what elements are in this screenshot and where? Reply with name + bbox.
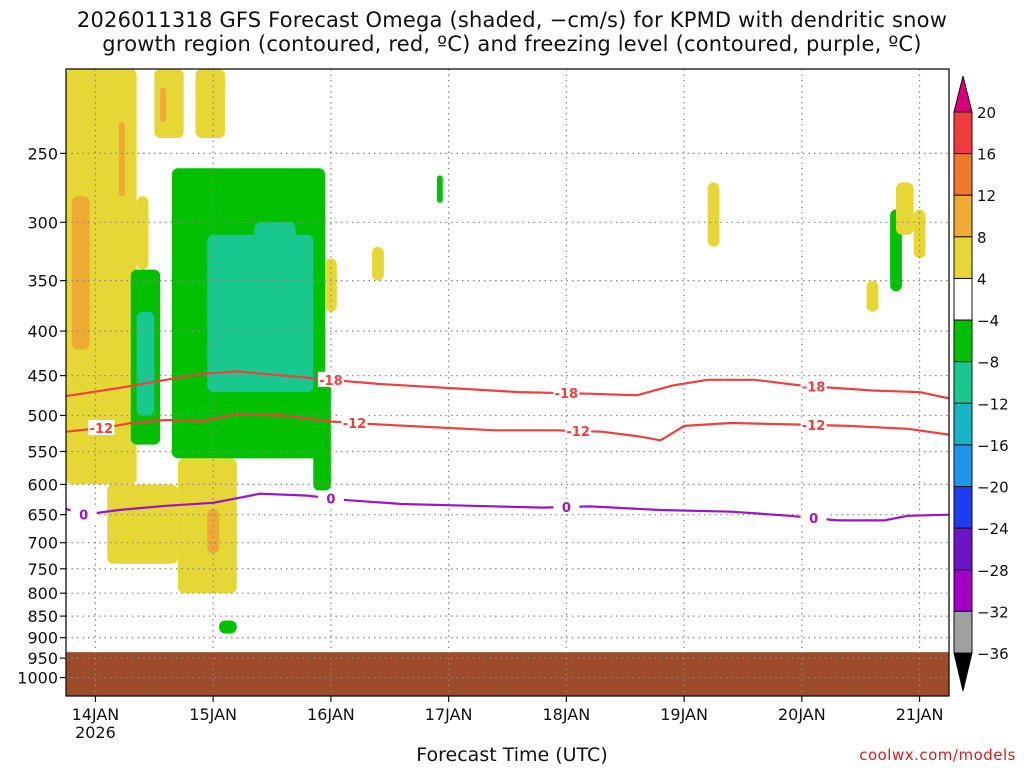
chart-title-line2: growth region (contoured, red, ºC) and f… <box>102 32 922 56</box>
colorbar-label-2: 12 <box>977 187 996 205</box>
omega-shading <box>66 69 926 634</box>
y-tick-label-700: 700 <box>27 534 58 553</box>
y-tick-label-850: 850 <box>27 607 58 626</box>
y-tick-label-900: 900 <box>27 629 58 648</box>
colorbar-label-8: −16 <box>977 437 1009 455</box>
colorbar-box-1 <box>953 153 973 196</box>
colorbar-label-4: 4 <box>977 270 987 288</box>
x-tick-sublabel-14JAN: 2026 <box>75 723 116 742</box>
colorbar-box-3 <box>953 236 973 279</box>
contour-label--12-0: -12 <box>90 422 114 437</box>
x-tick-label-14JAN: 14JAN <box>72 705 120 724</box>
colorbar-box-12 <box>953 610 973 654</box>
omega-region-13 <box>313 383 331 491</box>
source-credit[interactable]: coolwx.com/models <box>859 746 1016 764</box>
colorbar: 20 16 12 8 4 −4 −8 −12 −16 −20 −24 −28 −32 −36 <box>953 75 1009 692</box>
omega-region-5 <box>154 69 184 138</box>
colorbar-label-0: 20 <box>977 104 996 122</box>
colorbar-label-12: −32 <box>977 603 1009 621</box>
y-tick-label-250: 250 <box>27 144 58 163</box>
contour-label--12-2: -12 <box>566 425 590 440</box>
contour-label--18-1: -18 <box>555 387 579 402</box>
y-tick-label-400: 400 <box>27 322 58 341</box>
chart-title-line1: 2026011318 GFS Forecast Omega (shaded, −… <box>76 8 948 32</box>
x-tick-label-18JAN: 18JAN <box>543 705 591 724</box>
contours: -18 -18 -18 -12 -12 -12 -12 0 0 0 0 <box>66 370 949 527</box>
contour-label-0-0: 0 <box>79 509 88 524</box>
y-axis: 250 300 350 400 450 500 550 600 650 700 750 800 850 9… <box>17 144 66 688</box>
colorbar-box-7 <box>953 402 973 446</box>
grid <box>66 69 949 696</box>
colorbar-label-13: −36 <box>977 645 1009 663</box>
omega-region-21 <box>707 182 720 247</box>
x-tick-label-20JAN: 20JAN <box>778 705 826 724</box>
omega-region-6 <box>160 87 167 122</box>
colorbar-box-6 <box>953 361 973 404</box>
x-tick-label-19JAN: 19JAN <box>660 705 708 724</box>
contour-label--18-2: -18 <box>802 380 826 395</box>
contour-label--18-0: -18 <box>319 374 343 389</box>
colorbar-box-5 <box>953 319 973 363</box>
colorbar-label-5: −4 <box>977 312 999 330</box>
x-tick-label-21JAN: 21JAN <box>896 705 944 724</box>
y-tick-label-350: 350 <box>27 272 58 291</box>
contour-0 <box>66 492 949 522</box>
colorbar-box-9 <box>953 486 973 529</box>
omega-region-7 <box>195 69 225 138</box>
y-tick-label-800: 800 <box>27 584 58 603</box>
x-axis-label: Forecast Time (UTC) <box>416 744 608 766</box>
y-tick-label-950: 950 <box>27 649 58 668</box>
colorbar-label-10: −24 <box>977 520 1009 538</box>
x-tick-label-15JAN: 15JAN <box>189 705 237 724</box>
colorbar-box-10 <box>953 527 973 571</box>
contour-label-0-3: 0 <box>809 512 818 527</box>
omega-region-22 <box>866 280 879 312</box>
omega-region-24 <box>896 182 914 235</box>
y-tick-label-450: 450 <box>27 367 58 386</box>
colorbar-label-7: −12 <box>977 395 1009 413</box>
omega-region-19 <box>372 246 384 281</box>
contour--12 <box>66 412 949 442</box>
x-tick-label-17JAN: 17JAN <box>425 705 473 724</box>
colorbar-box-2 <box>953 194 973 238</box>
contour-label-0-2: 0 <box>562 501 571 516</box>
colorbar-box-0 <box>953 111 973 155</box>
y-tick-label-1000: 1000 <box>17 669 58 688</box>
y-tick-label-300: 300 <box>27 213 58 232</box>
colorbar-box-11 <box>953 569 973 612</box>
chart-title: 2026011318 GFS Forecast Omega (shaded, −… <box>0 8 1024 56</box>
y-tick-label-650: 650 <box>27 506 58 525</box>
omega-region-17 <box>219 620 237 634</box>
contour-label-0-1: 0 <box>326 492 335 507</box>
y-tick-label-550: 550 <box>27 443 58 462</box>
colorbar-box-4 <box>953 277 973 321</box>
omega-region-20 <box>436 175 443 203</box>
contour-label--12-1: -12 <box>343 417 367 432</box>
colorbar-label-11: −28 <box>977 562 1009 580</box>
colorbar-label-3: 8 <box>977 229 987 247</box>
colorbar-bottom-arrow <box>953 652 973 692</box>
y-tick-label-500: 500 <box>27 406 58 425</box>
colorbar-label-9: −20 <box>977 479 1009 497</box>
omega-region-12 <box>254 222 296 350</box>
y-tick-label-600: 600 <box>27 475 58 494</box>
contour-label--12-3: -12 <box>802 419 826 434</box>
y-tick-label-750: 750 <box>27 560 58 579</box>
omega-region-9 <box>136 311 155 416</box>
omega-region-3 <box>118 121 125 197</box>
omega-region-1 <box>71 196 90 350</box>
colorbar-label-1: 16 <box>977 146 996 164</box>
omega-region-18 <box>325 258 337 312</box>
colorbar-label-6: −8 <box>977 354 999 372</box>
omega-region-4 <box>136 196 149 270</box>
x-tick-label-16JAN: 16JAN <box>307 705 355 724</box>
omega-region-14 <box>107 484 178 564</box>
colorbar-top-arrow <box>953 75 973 113</box>
plot-frame <box>65 68 950 697</box>
colorbar-box-8 <box>953 444 973 488</box>
omega-region-25 <box>913 209 926 259</box>
